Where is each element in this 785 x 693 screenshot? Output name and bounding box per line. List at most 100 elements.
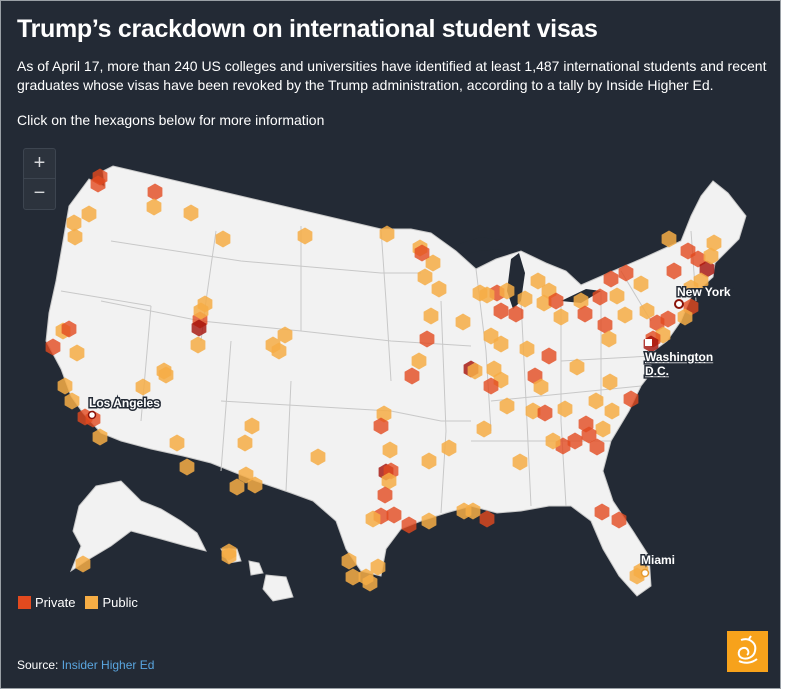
private-institution-hexagon[interactable] [611,511,627,529]
public-institution-hexagon[interactable] [602,373,618,391]
public-institution-hexagon[interactable] [69,344,85,362]
private-institution-hexagon[interactable] [623,390,639,408]
public-institution-hexagon[interactable] [92,428,108,446]
public-institution-hexagon[interactable] [476,420,492,438]
public-institution-hexagon[interactable] [601,330,617,348]
public-institution-hexagon[interactable] [379,225,395,243]
public-institution-hexagon[interactable] [633,275,649,293]
public-institution-hexagon[interactable] [479,286,495,304]
zoom-in-button[interactable]: + [24,149,55,179]
private-institution-hexagon[interactable] [660,310,676,328]
private-institution-hexagon[interactable] [419,330,435,348]
public-institution-hexagon[interactable] [519,340,535,358]
public-institution-hexagon[interactable] [423,307,439,325]
public-institution-hexagon[interactable] [247,476,263,494]
private-institution-hexagon[interactable] [592,288,608,306]
private-institution-hexagon[interactable] [548,292,564,310]
public-institution-hexagon[interactable] [370,558,386,576]
public-institution-hexagon[interactable] [706,234,722,252]
public-institution-hexagon[interactable] [221,547,237,565]
private-institution-hexagon[interactable] [666,262,682,280]
public-institution-hexagon[interactable] [381,472,397,490]
public-institution-hexagon[interactable] [425,254,441,272]
public-institution-hexagon[interactable] [661,230,677,248]
public-institution-hexagon[interactable] [66,214,82,232]
public-institution-hexagon[interactable] [271,342,287,360]
private-institution-hexagon[interactable] [147,183,163,201]
zoom-out-button[interactable]: − [33,182,46,204]
public-institution-hexagon[interactable] [237,434,253,452]
private-institution-hexagon[interactable] [191,319,207,337]
public-institution-hexagon[interactable] [512,453,528,471]
private-institution-hexagon[interactable] [414,244,430,262]
source-link[interactable]: Insider Higher Ed [61,658,155,672]
private-institution-hexagon[interactable] [581,426,597,444]
private-institution-hexagon[interactable] [603,270,619,288]
public-institution-hexagon[interactable] [441,439,457,457]
public-institution-hexagon[interactable] [533,378,549,396]
us-map[interactable]: New York Washington D.C. Los Angeles Mia… [1,141,780,651]
public-institution-hexagon[interactable] [588,392,604,410]
public-institution-hexagon[interactable] [146,198,162,216]
private-institution-hexagon[interactable] [699,260,715,278]
public-institution-hexagon[interactable] [244,417,260,435]
public-institution-hexagon[interactable] [345,568,361,586]
public-institution-hexagon[interactable] [421,452,437,470]
public-institution-hexagon[interactable] [486,360,502,378]
public-institution-hexagon[interactable] [417,268,433,286]
public-institution-hexagon[interactable] [183,204,199,222]
public-institution-hexagon[interactable] [595,420,611,438]
public-institution-hexagon[interactable] [525,402,541,420]
public-institution-hexagon[interactable] [617,306,633,324]
private-institution-hexagon[interactable] [401,516,417,534]
public-institution-hexagon[interactable] [81,205,97,223]
public-institution-hexagon[interactable] [297,227,313,245]
public-institution-hexagon[interactable] [639,302,655,320]
private-institution-hexagon[interactable] [618,264,634,282]
public-institution-hexagon[interactable] [431,280,447,298]
public-institution-hexagon[interactable] [629,567,645,585]
public-institution-hexagon[interactable] [517,290,533,308]
public-institution-hexagon[interactable] [493,335,509,353]
public-institution-hexagon[interactable] [156,362,172,380]
public-institution-hexagon[interactable] [365,510,381,528]
public-institution-hexagon[interactable] [310,448,326,466]
private-institution-hexagon[interactable] [589,438,605,456]
private-institution-hexagon[interactable] [690,250,706,268]
public-institution-hexagon[interactable] [57,377,73,395]
public-institution-hexagon[interactable] [421,512,437,530]
hexagon-layer[interactable] [45,168,722,592]
public-institution-hexagon[interactable] [536,294,552,312]
public-institution-hexagon[interactable] [75,555,91,573]
private-institution-hexagon[interactable] [377,486,393,504]
public-institution-hexagon[interactable] [67,228,83,246]
private-institution-hexagon[interactable] [483,377,499,395]
private-institution-hexagon[interactable] [45,338,61,356]
public-institution-hexagon[interactable] [467,362,483,380]
private-institution-hexagon[interactable] [386,506,402,524]
public-institution-hexagon[interactable] [190,336,206,354]
private-institution-hexagon[interactable] [594,503,610,521]
public-institution-hexagon[interactable] [135,378,151,396]
private-institution-hexagon[interactable] [404,367,420,385]
public-institution-hexagon[interactable] [545,432,561,450]
public-institution-hexagon[interactable] [169,434,185,452]
private-institution-hexagon[interactable] [597,316,613,334]
private-institution-hexagon[interactable] [61,320,77,338]
private-institution-hexagon[interactable] [90,175,106,193]
private-institution-hexagon[interactable] [493,302,509,320]
public-institution-hexagon[interactable] [411,352,427,370]
public-institution-hexagon[interactable] [573,292,589,310]
public-institution-hexagon[interactable] [382,441,398,459]
public-institution-hexagon[interactable] [499,282,515,300]
public-institution-hexagon[interactable] [703,247,719,265]
public-institution-hexagon[interactable] [362,574,378,592]
public-institution-hexagon[interactable] [569,358,585,376]
public-institution-hexagon[interactable] [683,279,699,297]
public-institution-hexagon[interactable] [677,308,693,326]
public-institution-hexagon[interactable] [530,272,546,290]
private-institution-hexagon[interactable] [567,432,583,450]
public-institution-hexagon[interactable] [604,402,620,420]
public-institution-hexagon[interactable] [238,466,254,484]
public-institution-hexagon[interactable] [499,397,515,415]
